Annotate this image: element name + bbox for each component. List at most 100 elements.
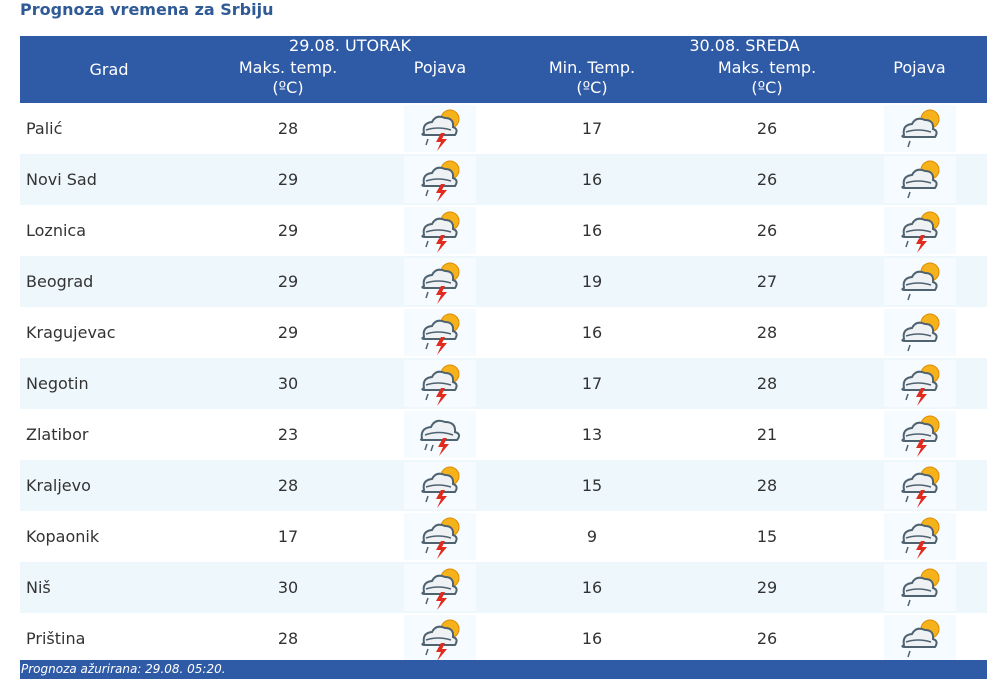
day2-weather-cell — [852, 409, 987, 460]
day2-min-temp: 16 — [581, 629, 603, 648]
day2-weather-cell — [852, 307, 987, 358]
header-grad: Grad — [20, 36, 198, 103]
day2-weather-cell — [852, 358, 987, 409]
storm-sun-icon — [404, 564, 476, 611]
city-name: Palić — [26, 119, 63, 138]
day1-max-temp: 29 — [277, 323, 299, 342]
table-row: Negotin 30 17 28 — [20, 358, 987, 409]
day1-weather-cell — [378, 613, 502, 664]
rain-sun-icon — [883, 156, 956, 203]
day1-weather-cell — [378, 511, 502, 562]
city-name: Loznica — [26, 221, 87, 240]
day1-max-temp: 29 — [277, 221, 299, 240]
day2-min-temp: 9 — [586, 527, 598, 546]
city-name: Kragujevac — [26, 323, 116, 342]
storm-sun-icon — [883, 513, 956, 560]
city-name: Priština — [26, 629, 86, 648]
table-row: Zlatibor 23 13 21 — [20, 409, 987, 460]
storm-sun-icon — [404, 105, 476, 152]
storm-sun-icon — [883, 462, 956, 509]
day2-weather-cell — [852, 511, 987, 562]
day1-max-temp: 30 — [198, 358, 378, 409]
table-row: Palić 28 17 26 — [20, 103, 987, 154]
day2-weather-cell — [852, 103, 987, 154]
day2-max-temp: 27 — [682, 256, 852, 307]
rain-sun-icon — [883, 309, 956, 356]
table-row: Novi Sad 29 16 26 — [20, 154, 987, 205]
table-row: Priština 28 16 26 — [20, 613, 987, 664]
city-name: Niš — [20, 562, 198, 613]
forecast-table-container: Grad 29.08. UTORAK 30.08. SREDA Maks. te… — [20, 36, 987, 664]
header-day2-max-temp: Maks. temp. (ºC) — [682, 56, 852, 103]
day1-weather-cell — [378, 205, 502, 256]
table-row: Loznica 29 16 26 — [20, 205, 987, 256]
day2-min-temp: 17 — [581, 119, 603, 138]
day1-weather-cell — [378, 409, 502, 460]
day1-max-temp: 30 — [198, 562, 378, 613]
day1-weather-cell — [378, 358, 502, 409]
day2-max-temp: 26 — [756, 119, 778, 138]
day2-min-temp: 16 — [502, 562, 682, 613]
header-day1-max-temp: Maks. temp. (ºC) — [198, 56, 378, 103]
day1-weather-cell — [378, 103, 502, 154]
table-row: Kragujevac 29 16 28 — [20, 307, 987, 358]
storm-sun-icon — [404, 462, 476, 509]
day2-min-temp: 17 — [502, 358, 682, 409]
day1-max-temp: 28 — [198, 460, 378, 511]
update-footer: Prognoza ažurirana: 29.08. 05:20. — [20, 660, 987, 679]
rain-sun-icon — [883, 258, 956, 305]
day2-min-temp: 19 — [502, 256, 682, 307]
storm-sun-icon — [883, 207, 956, 254]
day1-max-temp: 28 — [277, 629, 299, 648]
day2-min-temp: 15 — [502, 460, 682, 511]
storm-sun-icon — [404, 207, 476, 254]
day2-min-temp: 13 — [581, 425, 603, 444]
day2-max-temp: 29 — [682, 562, 852, 613]
header-day1-pojava: Pojava — [378, 56, 502, 103]
day1-weather-cell — [378, 154, 502, 205]
day2-min-temp: 16 — [502, 154, 682, 205]
day1-weather-cell — [378, 562, 502, 613]
storm-sun-icon — [404, 615, 476, 662]
day2-max-temp: 28 — [682, 358, 852, 409]
day2-max-temp: 21 — [756, 425, 778, 444]
day2-max-temp: 26 — [756, 221, 778, 240]
day1-max-temp: 29 — [198, 256, 378, 307]
day1-weather-cell — [378, 460, 502, 511]
day2-min-temp: 16 — [581, 323, 603, 342]
day2-max-temp: 26 — [756, 629, 778, 648]
storm-sun-icon — [404, 309, 476, 356]
day1-max-temp: 23 — [277, 425, 299, 444]
day1-weather-cell — [378, 307, 502, 358]
day2-max-temp: 28 — [682, 460, 852, 511]
header-day2: 30.08. SREDA — [502, 36, 987, 56]
city-name: Novi Sad — [20, 154, 198, 205]
day2-max-temp: 15 — [756, 527, 778, 546]
city-name: Beograd — [20, 256, 198, 307]
forecast-table: Grad 29.08. UTORAK 30.08. SREDA Maks. te… — [20, 36, 987, 664]
city-name: Negotin — [20, 358, 198, 409]
storm-sun-icon — [404, 258, 476, 305]
rain-sun-icon — [883, 105, 956, 152]
storm-sun-icon — [883, 411, 956, 458]
city-name: Zlatibor — [26, 425, 89, 444]
day2-max-temp: 26 — [682, 154, 852, 205]
day2-weather-cell — [852, 562, 987, 613]
storm-sun-icon — [404, 156, 476, 203]
storm-icon — [404, 411, 476, 458]
table-row: Niš 30 16 29 — [20, 562, 987, 613]
table-row: Kraljevo 28 15 28 — [20, 460, 987, 511]
table-row: Kopaonik 17 9 15 — [20, 511, 987, 562]
rain-sun-icon — [883, 564, 956, 611]
day2-max-temp: 28 — [756, 323, 778, 342]
day2-weather-cell — [852, 613, 987, 664]
day2-weather-cell — [852, 154, 987, 205]
table-row: Beograd 29 19 27 — [20, 256, 987, 307]
header-day1: 29.08. UTORAK — [198, 36, 502, 56]
day2-weather-cell — [852, 205, 987, 256]
rain-sun-icon — [883, 615, 956, 662]
day1-max-temp: 28 — [277, 119, 299, 138]
city-name: Kraljevo — [20, 460, 198, 511]
storm-sun-icon — [404, 513, 476, 560]
page-title: Prognoza vremena za Srbiju — [20, 0, 274, 19]
